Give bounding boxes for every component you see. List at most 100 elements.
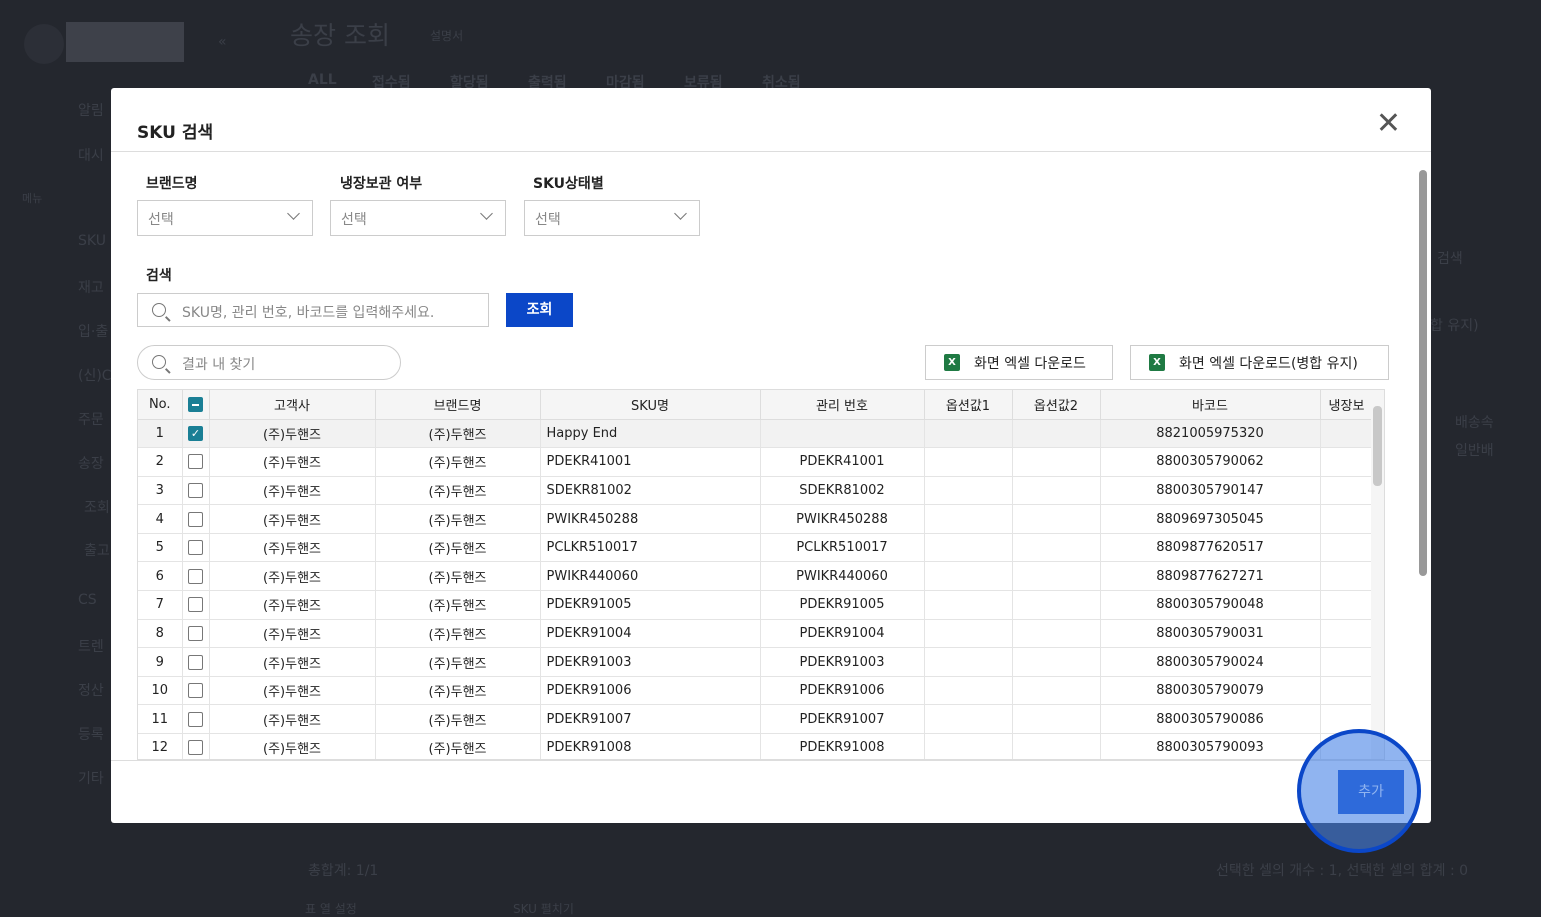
cell-cold-storage xyxy=(1320,504,1374,534)
excel-download-button[interactable]: X 화면 엑셀 다운로드 xyxy=(925,345,1113,380)
sidebar-item[interactable]: 출고 xyxy=(84,543,110,559)
sidebar-item[interactable]: 입·출 xyxy=(78,324,109,340)
table-row[interactable]: 7 (주)두핸즈 (주)두핸즈 PDEKR91005 PDEKR91005 8800305… xyxy=(138,590,1374,620)
table-row[interactable]: 1 ✓ (주)두핸즈 (주)두핸즈 Happy End 8821005975320 xyxy=(138,419,1374,449)
row-checkbox-cell[interactable] xyxy=(182,733,210,759)
collapse-sidebar-icon[interactable]: « xyxy=(218,34,227,50)
logo-avatar xyxy=(24,24,64,64)
checkbox-checked-icon[interactable]: ✓ xyxy=(188,425,203,441)
manual-link[interactable]: 설명서 xyxy=(430,29,464,43)
row-checkbox-cell[interactable] xyxy=(182,476,210,506)
sidebar-item[interactable]: 등록 xyxy=(78,727,104,743)
table-row[interactable]: 6 (주)두핸즈 (주)두핸즈 PWIKR440060 PWIKR440060 88098… xyxy=(138,561,1374,592)
sidebar-item[interactable]: 조회 xyxy=(84,500,110,516)
cell-opt2 xyxy=(1012,419,1101,449)
sku-status-select-value: 선택 xyxy=(535,212,561,228)
cell-cold-storage xyxy=(1320,533,1374,563)
find-in-results-input[interactable]: 결과 내 찾기 xyxy=(137,345,401,380)
checkbox-icon[interactable] xyxy=(188,654,203,670)
checkbox-icon[interactable] xyxy=(188,711,203,727)
cell-sku: PDEKR91005 xyxy=(540,590,761,620)
tab-1[interactable]: 접수됨 xyxy=(372,75,411,91)
excel-download-merged-button[interactable]: X 화면 엑셀 다운로드(병합 유지) xyxy=(1130,345,1389,380)
table-row[interactable]: 11 (주)두핸즈 (주)두핸즈 PDEKR91007 PDEKR91007 880030… xyxy=(138,704,1374,735)
table-row[interactable]: 4 (주)두핸즈 (주)두핸즈 PWIKR450288 PWIKR450288 88096… xyxy=(138,504,1374,534)
checkbox-icon[interactable] xyxy=(188,454,203,470)
cell-barcode: 8800305790048 xyxy=(1100,590,1321,620)
modal-scrollbar[interactable] xyxy=(1418,156,1428,758)
scroll-thumb[interactable] xyxy=(1373,406,1382,486)
cell-opt1 xyxy=(924,561,1013,592)
row-checkbox-cell[interactable]: ✓ xyxy=(182,419,210,449)
excel-icon: X xyxy=(1149,354,1165,371)
tab-2[interactable]: 할당됨 xyxy=(450,75,489,91)
checkbox-indeterminate-icon[interactable] xyxy=(188,396,203,412)
sidebar-item[interactable]: 주문 xyxy=(78,412,104,428)
sku-expand-toggle[interactable]: SKU 펼치기 xyxy=(513,902,574,916)
cell-client: (주)두핸즈 xyxy=(209,561,376,592)
table-row[interactable]: 3 (주)두핸즈 (주)두핸즈 SDEKR81002 SDEKR81002 8800305… xyxy=(138,476,1374,506)
sidebar-item[interactable]: (신)C xyxy=(78,368,112,384)
sidebar-item[interactable]: CS xyxy=(78,592,97,608)
row-checkbox-cell[interactable] xyxy=(182,504,210,534)
sidebar-item[interactable]: 정산 xyxy=(78,683,104,699)
sidebar-item[interactable]: 기타 xyxy=(78,771,104,787)
cell-brand: (주)두핸즈 xyxy=(375,533,541,563)
row-checkbox-cell[interactable] xyxy=(182,704,210,735)
checkbox-icon[interactable] xyxy=(188,568,203,584)
sidebar-item[interactable]: 재고 xyxy=(78,280,104,296)
table-row[interactable]: 10 (주)두핸즈 (주)두핸즈 PDEKR91006 PDEKR91006 880030… xyxy=(138,676,1374,706)
cold-storage-select[interactable]: 선택 xyxy=(330,200,506,236)
checkbox-icon[interactable] xyxy=(188,625,203,641)
sku-status-select[interactable]: 선택 xyxy=(524,200,700,236)
column-header: 바코드 xyxy=(1100,390,1321,420)
search-input[interactable]: SKU명, 관리 번호, 바코드를 입력해주세요. xyxy=(137,293,489,327)
scroll-thumb[interactable] xyxy=(1419,170,1427,576)
close-icon[interactable]: ✕ xyxy=(1375,106,1401,141)
chevron-down-icon xyxy=(480,207,493,220)
row-checkbox-cell[interactable] xyxy=(182,561,210,592)
sidebar-item[interactable]: 알림 xyxy=(78,103,104,119)
tab-4[interactable]: 마감됨 xyxy=(606,75,645,91)
row-checkbox-cell[interactable] xyxy=(182,533,210,563)
checkbox-icon[interactable] xyxy=(188,597,203,613)
table-row[interactable]: 9 (주)두핸즈 (주)두핸즈 PDEKR91003 PDEKR91003 8800305… xyxy=(138,647,1374,677)
tab-6[interactable]: 취소됨 xyxy=(762,75,801,91)
tab-5[interactable]: 보류됨 xyxy=(684,75,723,91)
tab-0[interactable]: ALL xyxy=(308,72,337,88)
search-icon xyxy=(152,355,166,369)
row-checkbox-cell[interactable] xyxy=(182,590,210,620)
search-button[interactable]: 조회 xyxy=(506,293,573,327)
brand-select[interactable]: 선택 xyxy=(137,200,313,236)
cell-code xyxy=(760,419,925,449)
row-number: 2 xyxy=(138,447,183,477)
cell-sku: PCLKR510017 xyxy=(540,533,761,563)
cell-barcode: 8800305790079 xyxy=(1100,676,1321,706)
sidebar-item[interactable]: 송장 xyxy=(78,456,104,472)
cell-sku: SDEKR81002 xyxy=(540,476,761,506)
row-checkbox-cell[interactable] xyxy=(182,676,210,706)
select-all-checkbox[interactable] xyxy=(182,390,210,420)
sidebar-item[interactable]: SKU xyxy=(78,233,106,249)
checkbox-icon[interactable] xyxy=(188,683,203,699)
checkbox-icon[interactable] xyxy=(188,511,203,527)
cell-barcode: 8800305790086 xyxy=(1100,704,1321,735)
row-checkbox-cell[interactable] xyxy=(182,447,210,477)
row-checkbox-cell[interactable] xyxy=(182,619,210,649)
checkbox-icon[interactable] xyxy=(188,482,203,498)
table-row[interactable]: 12 (주)두핸즈 (주)두핸즈 PDEKR91008 PDEKR91008 880030… xyxy=(138,733,1374,759)
cell-opt1 xyxy=(924,447,1013,477)
table-row[interactable]: 5 (주)두핸즈 (주)두핸즈 PCLKR510017 PCLKR510017 88098… xyxy=(138,533,1374,563)
sidebar-item[interactable]: 트렌 xyxy=(78,639,104,655)
table-row[interactable]: 2 (주)두핸즈 (주)두핸즈 PDEKR41001 PDEKR41001 8800305… xyxy=(138,447,1374,477)
add-button[interactable]: 추가 xyxy=(1338,770,1404,814)
column-settings-select[interactable]: 표 열 설정 xyxy=(305,902,357,916)
cell-brand: (주)두핸즈 xyxy=(375,590,541,620)
tab-3[interactable]: 출력됨 xyxy=(528,75,567,91)
checkbox-icon[interactable] xyxy=(188,540,203,556)
checkbox-icon[interactable] xyxy=(188,740,203,756)
sidebar-item[interactable]: 대시 xyxy=(78,148,104,164)
table-scrollbar[interactable] xyxy=(1371,390,1384,759)
row-checkbox-cell[interactable] xyxy=(182,647,210,677)
table-row[interactable]: 8 (주)두핸즈 (주)두핸즈 PDEKR91004 PDEKR91004 8800305… xyxy=(138,619,1374,649)
